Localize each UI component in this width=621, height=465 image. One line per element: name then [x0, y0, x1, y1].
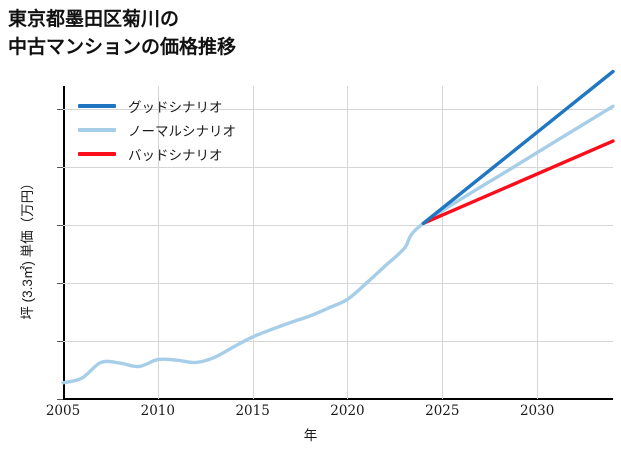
- legend-swatch-icon-2: [78, 152, 116, 156]
- gridline-y-300: [63, 283, 613, 285]
- series-line-good: [421, 69, 615, 226]
- x-axis-spine: [63, 398, 613, 400]
- y-tick-mark-300: [57, 283, 63, 285]
- y-tick-mark-100: [57, 399, 63, 400]
- gridline-y-600: [63, 109, 613, 111]
- gridline-y-400: [63, 225, 613, 227]
- gridline-x-2030: [537, 86, 539, 399]
- legend: グッドシナリオ ノーマルシナリオ バッドシナリオ: [78, 94, 236, 166]
- legend-item-1[interactable]: ノーマルシナリオ: [78, 118, 236, 142]
- legend-label-1: ノーマルシナリオ: [128, 124, 236, 139]
- series-line-bad: [421, 139, 615, 226]
- y-tick-mark-600: [57, 109, 63, 111]
- y-axis-spine: [63, 86, 65, 400]
- y-axis-label-text: 坪 (3.3㎡) 単価（万円）: [20, 176, 35, 320]
- y-tick-mark-200: [57, 341, 63, 343]
- legend-swatch-icon-1: [78, 128, 116, 132]
- legend-item-0[interactable]: グッドシナリオ: [78, 94, 236, 118]
- gridline-x-2025: [442, 86, 444, 399]
- page-title: 東京都墨田区菊川の 中古マンションの価格推移: [8, 9, 237, 58]
- plot-area: [61, 69, 615, 399]
- legend-item-2[interactable]: バッドシナリオ: [78, 142, 236, 166]
- x-tick-2020: 2020: [330, 403, 365, 419]
- y-axis-label: 坪 (3.3㎡) 単価（万円）: [0, 0, 35, 319]
- legend-swatch-icon-0: [78, 104, 116, 108]
- x-tick-2005: 2005: [45, 403, 81, 419]
- gridline-x-2015: [252, 86, 254, 399]
- legend-label-0: グッドシナリオ: [128, 100, 223, 115]
- series-line-normal: [61, 104, 615, 385]
- gridline-y-500: [63, 167, 613, 169]
- gridline-x-2010: [157, 86, 159, 399]
- y-tick-mark-400: [57, 225, 63, 227]
- x-tick-2015: 2015: [235, 403, 270, 419]
- legend-label-2: バッドシナリオ: [128, 148, 223, 163]
- gridline-y-200: [63, 341, 613, 343]
- gridline-x-2020: [347, 86, 349, 399]
- series-lines: [61, 69, 615, 385]
- y-tick-mark-500: [57, 167, 63, 169]
- x-tick-2025: 2025: [425, 403, 460, 419]
- x-tick-2010: 2010: [140, 403, 175, 419]
- x-axis-label: 年: [303, 428, 318, 443]
- x-tick-2030: 2030: [519, 403, 555, 419]
